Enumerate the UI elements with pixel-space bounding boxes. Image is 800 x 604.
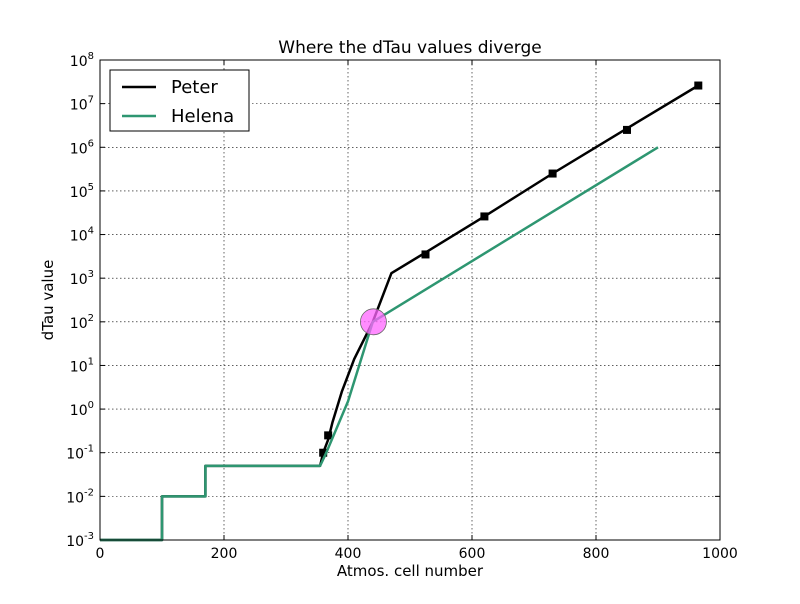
- y-tick-label-base: 10: [70, 98, 88, 114]
- x-axis-label: Atmos. cell number: [337, 562, 484, 580]
- y-tick-label-base: 10: [70, 185, 88, 201]
- y-axis-label: dTau value: [39, 260, 57, 341]
- y-tick-label-exponent: 0: [88, 400, 94, 411]
- chart-title: Where the dTau values diverge: [278, 38, 541, 58]
- y-tick-label-base: 10: [66, 490, 84, 506]
- x-tick-label: 200: [211, 546, 238, 562]
- y-tick-label-exponent: 6: [88, 138, 94, 149]
- y-tick-label-exponent: 5: [88, 182, 94, 193]
- y-tick-label: 107: [70, 95, 94, 114]
- highlight-circle: [360, 308, 387, 336]
- y-tick-label-base: 10: [70, 54, 88, 70]
- y-tick-label: 106: [70, 138, 94, 157]
- plot-frame: [99, 59, 721, 541]
- y-tick-label: 10-1: [66, 444, 94, 463]
- series-marker-peter: [548, 169, 557, 178]
- y-tick-label-exponent: 8: [88, 51, 94, 62]
- y-tick-label: 100: [70, 400, 94, 419]
- series-marker-peter: [694, 81, 703, 90]
- y-tick-label-base: 10: [70, 272, 88, 288]
- y-tick-label-exponent: -2: [84, 487, 94, 498]
- series-marker-peter: [324, 431, 333, 440]
- x-tick-label: 400: [335, 546, 362, 562]
- series-marker-peter: [480, 212, 489, 221]
- series-marker-peter: [421, 250, 430, 259]
- y-tick-label: 10-3: [66, 531, 94, 550]
- legend: Peter Helena: [109, 69, 250, 132]
- legend-box: [109, 69, 250, 132]
- y-tick-label: 103: [70, 269, 94, 288]
- highlight-layer: [360, 308, 387, 336]
- x-tick-label: 800: [583, 546, 610, 562]
- y-tick-label-exponent: 3: [88, 269, 94, 280]
- y-tick-label: 10-2: [66, 487, 94, 506]
- legend-label-helena: Helena: [171, 106, 234, 127]
- legend-label-peter: Peter: [171, 77, 218, 98]
- y-tick-label: 102: [70, 313, 94, 332]
- x-tick-label: 0: [96, 546, 105, 562]
- series-marker-peter: [319, 448, 328, 457]
- y-tick-label-exponent: -3: [84, 531, 94, 542]
- y-tick-label-base: 10: [70, 359, 88, 375]
- y-tick-label-exponent: 7: [88, 95, 94, 106]
- y-tick-label: 101: [70, 356, 94, 375]
- y-tick-label: 105: [70, 182, 94, 201]
- y-tick-label-base: 10: [70, 316, 88, 332]
- series-layer: [100, 81, 703, 542]
- y-tick-label-base: 10: [66, 534, 84, 550]
- y-tick-label-base: 10: [70, 141, 88, 157]
- y-tick-label: 104: [70, 226, 94, 245]
- y-tick-label-exponent: 2: [88, 313, 94, 324]
- y-tick-label-base: 10: [70, 403, 88, 419]
- tick-layer: 0 200 400 600 800 100010-310-210-110010110210…: [66, 51, 738, 562]
- y-tick-label-exponent: -1: [84, 444, 94, 455]
- y-tick-label-exponent: 1: [88, 356, 94, 367]
- series-marker-peter: [623, 125, 631, 134]
- series-line-helena: [100, 146, 659, 542]
- x-tick-label: 1000: [702, 546, 738, 562]
- x-tick-label: 600: [459, 546, 486, 562]
- y-tick-label: 108: [70, 51, 94, 70]
- y-tick-label-base: 10: [70, 229, 88, 245]
- y-tick-label-base: 10: [66, 447, 84, 463]
- y-tick-label-exponent: 4: [88, 226, 94, 237]
